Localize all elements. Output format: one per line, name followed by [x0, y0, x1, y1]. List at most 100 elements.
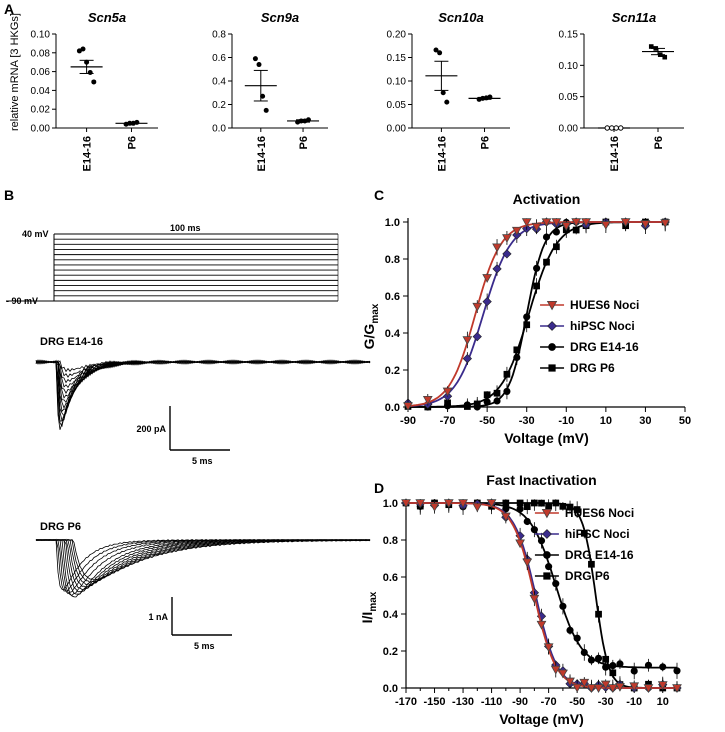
data-point	[516, 505, 524, 513]
data-point	[482, 296, 492, 307]
legend-label: HUES6 Noci	[565, 506, 634, 520]
series-hues6-noci	[401, 499, 682, 694]
data-point	[415, 499, 426, 509]
data-point	[536, 620, 547, 630]
panel-label-d: D	[374, 480, 384, 496]
data-point	[640, 220, 651, 229]
fit-curve	[408, 221, 666, 408]
y-tick-label: 0.20	[387, 30, 407, 41]
x-tick-label: P6	[653, 136, 665, 149]
trace-label: DRG E14-16	[40, 336, 103, 348]
fit-curve	[406, 502, 677, 689]
data-point	[552, 580, 560, 588]
series-hipsc-noci	[401, 498, 682, 693]
data-point	[500, 512, 511, 522]
y-tick-label: 0.6	[385, 291, 400, 303]
data-point	[629, 682, 640, 692]
fit-curve	[406, 502, 677, 689]
x-tick-label: -90	[512, 696, 528, 708]
trace-block-1: DRG E14-16 200 pA 5 ms	[35, 336, 371, 466]
panel-c-activation: Activation 0.0 0.2 0.4 0.6 0.8 1.0 -90 -70 -50 -30…	[361, 191, 691, 446]
legend-label: DRG P6	[570, 361, 615, 375]
data-point	[493, 397, 501, 405]
data-point	[609, 125, 615, 131]
data-point	[531, 222, 542, 232]
x-tick-label: E14-16	[609, 136, 621, 171]
data-point	[609, 662, 617, 670]
data-point	[643, 684, 654, 694]
data-point	[493, 389, 501, 397]
y-tick-label: 1.0	[383, 498, 398, 510]
data-point	[263, 107, 269, 113]
mrna-subplot-title: Scn10a	[438, 10, 484, 25]
series-drg-e14-16	[402, 499, 681, 680]
y-tick-label: 0.6	[212, 53, 226, 64]
y-axis-title: G/Gmax	[361, 303, 381, 349]
y-tick-label: 0.05	[559, 92, 579, 103]
y-tick-label: 0.06	[31, 67, 51, 78]
y-tick-label: 0.2	[383, 646, 398, 658]
data-point	[492, 243, 502, 253]
fit-curve	[406, 502, 677, 689]
scale-amp-label: 1 nA	[148, 612, 168, 622]
x-tick-label: -10	[558, 415, 574, 427]
series-drg-p6	[404, 218, 669, 411]
x-tick-label: -170	[395, 696, 417, 708]
legend-label: hiPSC Noci	[570, 319, 635, 333]
data-point	[673, 667, 681, 675]
data-point	[531, 499, 538, 507]
series-drg-e14-16	[404, 218, 669, 411]
x-tick-label: -130	[452, 696, 474, 708]
y-tick-label: 0.00	[559, 124, 579, 135]
data-point	[644, 661, 653, 669]
data-point	[403, 402, 413, 412]
data-point	[440, 90, 446, 96]
y-tick-label: 0.15	[387, 53, 407, 64]
mrna-subplot-2: Scn9a 0.0 0.2 0.4 0.6 0.8 E14-16 P6	[212, 10, 328, 171]
data-point	[260, 93, 266, 99]
data-point	[530, 526, 538, 534]
data-point	[607, 684, 618, 694]
chart-title: Activation	[513, 191, 581, 207]
panel-label-b: B	[4, 187, 14, 203]
data-point	[87, 70, 93, 76]
data-point	[545, 563, 553, 571]
y-tick-label: 0.4	[212, 77, 226, 88]
x-tick-label: P6	[298, 136, 310, 149]
current-sweep	[35, 359, 371, 409]
y-axis-title-sub: max	[370, 303, 381, 323]
data-point	[462, 353, 472, 364]
legend-label: hiPSC Noci	[565, 527, 630, 541]
series-hues6-noci	[403, 218, 671, 412]
series-drg-p6	[402, 499, 681, 692]
data-point	[84, 59, 90, 65]
y-axis-title-main: G/G	[361, 324, 377, 350]
protocol-duration: 100 ms	[170, 223, 201, 233]
data-point	[546, 300, 558, 311]
data-point	[127, 120, 133, 126]
y-tick-label: 0.10	[559, 61, 579, 72]
data-point	[618, 125, 624, 131]
data-point	[594, 654, 603, 662]
voltage-protocol: 40 mV - 90 mV 100 ms	[6, 223, 339, 306]
data-point	[552, 228, 560, 236]
legend-label: DRG P6	[565, 569, 610, 583]
data-point	[580, 648, 588, 657]
y-tick-label: 0.8	[385, 254, 400, 266]
fit-curve	[408, 221, 666, 408]
data-point	[482, 274, 493, 283]
data-point	[548, 364, 556, 372]
data-point	[613, 125, 619, 131]
data-point	[463, 401, 471, 409]
data-point	[442, 387, 453, 397]
chart-title: Fast Inactivation	[486, 472, 596, 488]
data-point	[581, 218, 591, 228]
data-point	[472, 503, 483, 513]
current-sweep	[35, 359, 370, 373]
x-tick-label: -70	[440, 415, 456, 427]
data-point	[256, 62, 262, 68]
y-axis-title-main: I/I	[359, 612, 375, 624]
data-point	[472, 302, 483, 312]
data-point	[552, 499, 560, 507]
y-tick-label: 0.04	[31, 86, 51, 97]
